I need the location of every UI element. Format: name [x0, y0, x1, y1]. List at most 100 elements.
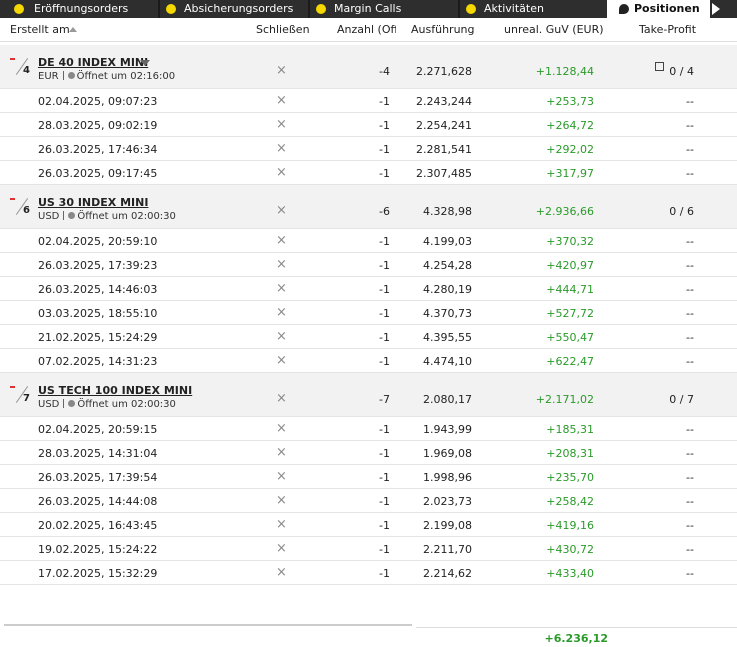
- tab[interactable]: Positionen: [634, 2, 700, 15]
- quantity: -4: [379, 65, 390, 78]
- created-date: 26.03.2025, 09:17:45: [38, 167, 158, 180]
- position-row[interactable]: 20.02.2025, 16:43:45 × -1 2.199,08 +419,16 --: [0, 513, 737, 537]
- instrument-name: US 30 INDEX MINI: [38, 196, 149, 209]
- take-profit: --: [686, 143, 694, 156]
- created-date: 26.03.2025, 14:44:08: [38, 495, 158, 508]
- column-header[interactable]: Take-Profit: [639, 23, 697, 36]
- column-header[interactable]: Anzahl (Offe: [337, 23, 396, 36]
- quantity: -1: [379, 423, 390, 436]
- tab[interactable]: Absicherungsorders: [184, 2, 294, 15]
- pnl: +1.128,44: [535, 65, 594, 78]
- close-button[interactable]: ×: [276, 281, 287, 296]
- column-header[interactable]: Erstellt am: [10, 23, 70, 36]
- position-group[interactable]: 7 US TECH 100 INDEX MINI USD Öffnet um 02:0…: [0, 373, 737, 417]
- position-row[interactable]: 28.03.2025, 09:02:19 × -1 2.254,241 +264,72 -…: [0, 113, 737, 137]
- close-button[interactable]: ×: [276, 203, 287, 218]
- status-dot: [67, 72, 75, 79]
- edit-icon[interactable]: [655, 62, 664, 71]
- close-button[interactable]: ×: [276, 353, 287, 368]
- position-group[interactable]: 6 US 30 INDEX MINI USD Öffnet um 02:00:30 × -…: [0, 185, 737, 229]
- close-button[interactable]: ×: [276, 565, 287, 580]
- close-button[interactable]: ×: [276, 329, 287, 344]
- position-row[interactable]: 26.03.2025, 09:17:45 × -1 2.307,485 +317,97 -…: [0, 161, 737, 185]
- pnl: +419,16: [546, 519, 594, 532]
- take-profit: --: [686, 543, 694, 556]
- pnl: +292,02: [546, 143, 594, 156]
- position-row[interactable]: 26.03.2025, 14:46:03 × -1 4.280,19 +444,71 --: [0, 277, 737, 301]
- separator: [63, 211, 65, 220]
- position-row[interactable]: 07.02.2025, 14:31:23 × -1 4.474,10 +622,47 --: [0, 349, 737, 373]
- tab[interactable]: Eröffnungsorders: [34, 2, 129, 15]
- execution: 2.254,241: [416, 119, 472, 132]
- execution: 2.023,73: [423, 495, 472, 508]
- next-arrow[interactable]: [712, 3, 720, 15]
- pnl: +2.936,66: [535, 205, 594, 218]
- close-button[interactable]: ×: [276, 469, 287, 484]
- position-row[interactable]: 19.02.2025, 15:24:22 × -1 2.211,70 +430,72 --: [0, 537, 737, 561]
- close-button[interactable]: ×: [276, 305, 287, 320]
- close-button[interactable]: ×: [276, 257, 287, 272]
- take-profit: --: [686, 331, 694, 344]
- instrument-name: US TECH 100 INDEX MINI: [38, 384, 193, 397]
- opening-time: Öffnet um 02:16:00: [76, 71, 176, 82]
- column-header[interactable]: Ausführung: [411, 23, 475, 36]
- close-button[interactable]: ×: [276, 493, 287, 508]
- close-button[interactable]: ×: [276, 517, 287, 532]
- position-row[interactable]: 02.04.2025, 20:59:10 × -1 4.199,03 +370,32 --: [0, 229, 737, 253]
- close-button[interactable]: ×: [276, 63, 287, 78]
- sort-icon[interactable]: [69, 27, 77, 32]
- tab-icon: [619, 4, 629, 14]
- position-row[interactable]: 02.04.2025, 20:59:15 × -1 1.943,99 +185,31 --: [0, 417, 737, 441]
- close-button[interactable]: ×: [276, 445, 287, 460]
- pnl: +444,71: [546, 283, 594, 296]
- created-date: 07.02.2025, 14:31:23: [38, 355, 158, 368]
- position-count: 7: [23, 393, 30, 404]
- tab[interactable]: Aktivitäten: [484, 2, 544, 15]
- quantity: -1: [379, 307, 390, 320]
- tab-icon: [316, 4, 326, 14]
- close-button[interactable]: ×: [276, 233, 287, 248]
- tab[interactable]: Margin Calls: [334, 2, 402, 15]
- pnl: +235,70: [546, 471, 594, 484]
- close-button[interactable]: ×: [276, 421, 287, 436]
- position-row[interactable]: 26.03.2025, 17:39:23 × -1 4.254,28 +420,97 --: [0, 253, 737, 277]
- close-button[interactable]: ×: [276, 541, 287, 556]
- position-row[interactable]: 21.02.2025, 15:24:29 × -1 4.395,55 +550,47 --: [0, 325, 737, 349]
- column-header[interactable]: Schließen: [256, 23, 310, 36]
- take-profit: --: [686, 259, 694, 272]
- position-row[interactable]: 26.03.2025, 14:44:08 × -1 2.023,73 +258,42 --: [0, 489, 737, 513]
- pnl: +208,31: [546, 447, 594, 460]
- position-group[interactable]: 4 DE 40 INDEX MINI EUR Öffnet um 02:16:00 × -…: [0, 45, 737, 89]
- created-date: 02.04.2025, 20:59:10: [38, 235, 158, 248]
- close-button[interactable]: ×: [276, 165, 287, 180]
- close-button[interactable]: ×: [276, 391, 287, 406]
- quantity: -1: [379, 167, 390, 180]
- currency: USD: [38, 211, 60, 222]
- dropdown[interactable]: [140, 60, 150, 66]
- market-info: EUR Öffnet um 02:16:00: [38, 71, 175, 82]
- market-info: USD Öffnet um 02:00:30: [38, 211, 176, 222]
- scrollbar[interactable]: [4, 624, 412, 626]
- quantity: -1: [379, 259, 390, 272]
- position-row[interactable]: 03.03.2025, 18:55:10 × -1 4.370,73 +527,72 --: [0, 301, 737, 325]
- close-button[interactable]: ×: [276, 117, 287, 132]
- position-row[interactable]: 26.03.2025, 17:39:54 × -1 1.998,96 +235,70 --: [0, 465, 737, 489]
- take-profit: --: [686, 235, 694, 248]
- position-row[interactable]: 26.03.2025, 17:46:34 × -1 2.281,541 +292,02 -…: [0, 137, 737, 161]
- close-button[interactable]: ×: [276, 141, 287, 156]
- short-indicator: [10, 198, 15, 200]
- position-row[interactable]: 28.03.2025, 14:31:04 × -1 1.969,08 +208,31 --: [0, 441, 737, 465]
- close-button[interactable]: ×: [276, 93, 287, 108]
- active-tab-bg[interactable]: [607, 0, 710, 18]
- position-row[interactable]: 17.02.2025, 15:32:29 × -1 2.214,62 +433,40 --: [0, 561, 737, 585]
- quantity: -7: [379, 393, 390, 406]
- take-profit: --: [686, 567, 694, 580]
- execution: 2.307,485: [416, 167, 472, 180]
- take-profit: --: [686, 355, 694, 368]
- created-date: 21.02.2025, 15:24:29: [38, 331, 158, 344]
- position-row[interactable]: 02.04.2025, 09:07:23 × -1 2.243,244 +253,73 -…: [0, 89, 737, 113]
- take-profit: --: [686, 167, 694, 180]
- execution: 2.271,628: [416, 65, 472, 78]
- pnl: +527,72: [546, 307, 594, 320]
- column-header[interactable]: unreal. GuV (EUR): [504, 23, 604, 36]
